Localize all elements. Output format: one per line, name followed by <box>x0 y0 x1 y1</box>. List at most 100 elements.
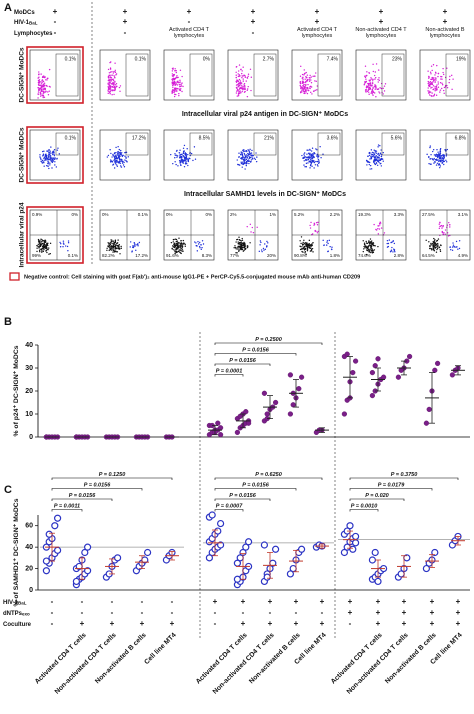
flow-event <box>240 246 242 248</box>
flow-event <box>438 155 440 158</box>
flow-event <box>436 247 439 250</box>
table-cell: - <box>141 597 144 606</box>
data-point <box>264 411 270 417</box>
flow-event <box>303 83 305 86</box>
flow-event <box>125 156 127 158</box>
flow-event <box>246 159 249 162</box>
flow-event <box>246 155 249 157</box>
flow-event <box>305 76 308 79</box>
data-point <box>298 545 306 553</box>
flow-event <box>305 253 307 256</box>
flow-event <box>234 245 236 247</box>
y-tick-label: 0 <box>29 434 33 441</box>
flow-event <box>316 164 319 166</box>
flow-event <box>38 87 41 90</box>
flow-event <box>113 86 116 89</box>
flow-event <box>118 157 120 159</box>
flow-event <box>113 249 115 252</box>
flow-event <box>428 156 430 159</box>
flow-event <box>432 78 434 80</box>
flow-event <box>242 88 245 90</box>
table-cell: + <box>294 597 299 606</box>
flow-event <box>180 156 182 159</box>
flow-event <box>299 75 302 77</box>
flow-event <box>182 155 184 157</box>
flow-event <box>49 86 51 88</box>
flow-event <box>369 168 371 170</box>
flow-event <box>37 243 40 246</box>
flow-event <box>429 247 431 250</box>
table-cell: - <box>171 608 174 617</box>
flow-event <box>240 86 242 89</box>
flow-event <box>246 95 249 98</box>
flow-event <box>114 155 116 157</box>
flow-event <box>44 76 46 79</box>
flow-event <box>184 153 186 155</box>
flow-event <box>391 246 393 249</box>
flow-event <box>431 92 433 94</box>
table-cell: + <box>402 619 407 628</box>
flow-event <box>242 78 244 80</box>
flow-event <box>311 247 314 250</box>
y-tick-label: 40 <box>25 342 33 349</box>
significance-bracket <box>51 509 83 512</box>
flow-event <box>368 72 370 74</box>
flow-event <box>329 245 331 248</box>
flow-event <box>375 76 377 79</box>
flow-event <box>108 77 110 79</box>
flow-event <box>123 166 126 168</box>
significance-bracket <box>51 477 173 480</box>
flow-event <box>49 157 52 159</box>
flow-event <box>303 239 305 241</box>
gate <box>253 132 277 156</box>
flow-event <box>200 244 202 246</box>
flow-event <box>380 165 383 167</box>
flow-event <box>109 76 112 78</box>
flow-event <box>313 161 316 164</box>
flow-event <box>41 240 44 242</box>
flow-event <box>115 247 117 249</box>
flow-event <box>373 92 376 94</box>
flow-event <box>43 242 45 245</box>
flow-event <box>180 85 183 87</box>
flow-event <box>109 67 112 69</box>
flow-event <box>110 89 112 91</box>
flow-event <box>434 239 436 241</box>
flow-event <box>43 150 45 152</box>
flow-event <box>240 68 242 71</box>
flow-event <box>371 84 373 86</box>
flow-event <box>306 156 308 159</box>
flow-event <box>447 235 450 237</box>
flow-event <box>444 229 447 231</box>
flow-event <box>325 244 328 246</box>
flow-event <box>114 241 117 244</box>
flow-event <box>42 250 45 253</box>
flow-event <box>43 159 45 161</box>
flow-event <box>435 240 438 242</box>
flow-event <box>54 157 56 159</box>
flow-event <box>201 246 203 249</box>
flow-event <box>370 77 372 79</box>
flow-event <box>112 86 114 88</box>
data-point <box>346 522 354 530</box>
flow-event <box>244 155 247 157</box>
p-value: P = 0.0010 <box>351 503 378 509</box>
flow-event <box>236 87 238 90</box>
flow-event <box>320 156 322 159</box>
header-cell: + <box>53 7 58 16</box>
flow-event <box>309 74 311 77</box>
negative-control-frame <box>26 206 84 264</box>
flow-event <box>373 161 375 163</box>
flow-event <box>430 87 432 89</box>
flow-event <box>238 74 241 76</box>
flow-event <box>108 74 110 77</box>
flow-event <box>434 71 437 74</box>
flow-event <box>451 74 453 77</box>
flow-event <box>267 242 269 244</box>
flow-event <box>374 150 377 152</box>
flow-event <box>39 241 41 243</box>
p-value: P = 0.020 <box>365 493 389 499</box>
header-cell: + <box>315 7 320 16</box>
flow-event <box>175 71 178 74</box>
flow-event <box>371 82 374 84</box>
